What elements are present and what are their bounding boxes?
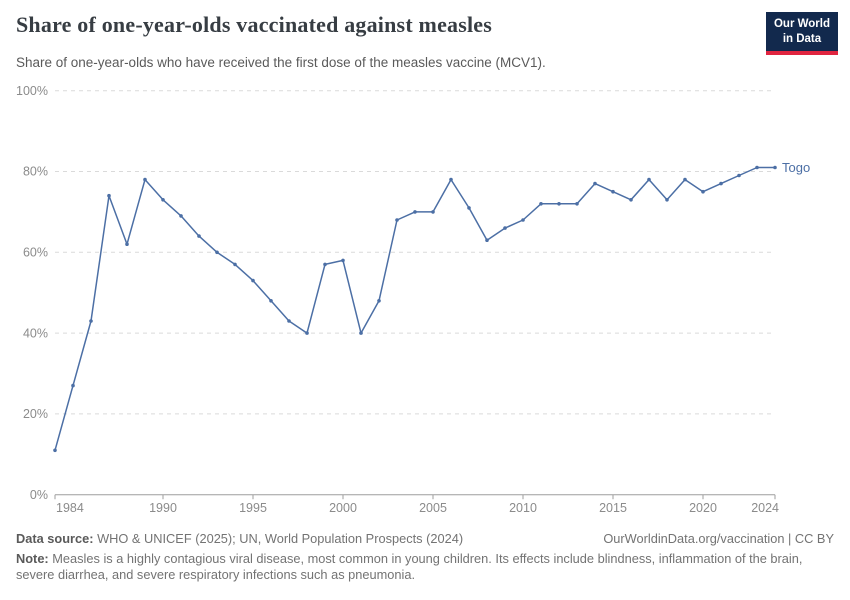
svg-text:2024: 2024 [751,501,779,515]
svg-text:60%: 60% [23,246,48,260]
svg-text:100%: 100% [16,84,48,98]
svg-text:20%: 20% [23,407,48,421]
data-source: Data source: WHO & UNICEF (2025); UN, Wo… [16,531,463,546]
svg-text:2020: 2020 [689,501,717,515]
svg-text:2015: 2015 [599,501,627,515]
license-link[interactable]: OurWorldinData.org/vaccination | CC BY [603,531,834,546]
svg-text:2000: 2000 [329,501,357,515]
footer-note: Note: Measles is a highly contagious vir… [16,551,836,583]
chart-title: Share of one-year-olds vaccinated agains… [16,12,493,37]
note-text: Measles is a highly contagious viral dis… [16,551,803,582]
series-end-label: Togo [782,160,810,175]
svg-text:2005: 2005 [419,501,447,515]
svg-text:2010: 2010 [509,501,537,515]
svg-text:1995: 1995 [239,501,267,515]
owid-logo-line1: Our World [773,18,830,30]
footer-sources-row: Data source: WHO & UNICEF (2025); UN, Wo… [16,531,834,546]
owid-logo-line2: in Data [782,32,822,45]
chart-subtitle: Share of one-year-olds who have received… [16,55,546,70]
svg-text:80%: 80% [23,165,48,179]
owid-logo: Our World in Data [765,12,838,55]
svg-text:1984: 1984 [56,501,84,515]
note-label: Note: [16,551,49,566]
data-source-label: Data source: [16,531,94,546]
svg-text:0%: 0% [30,488,48,502]
data-source-text: WHO & UNICEF (2025); UN, World Populatio… [93,531,464,546]
svg-text:40%: 40% [23,326,48,340]
svg-text:1990: 1990 [149,501,177,515]
